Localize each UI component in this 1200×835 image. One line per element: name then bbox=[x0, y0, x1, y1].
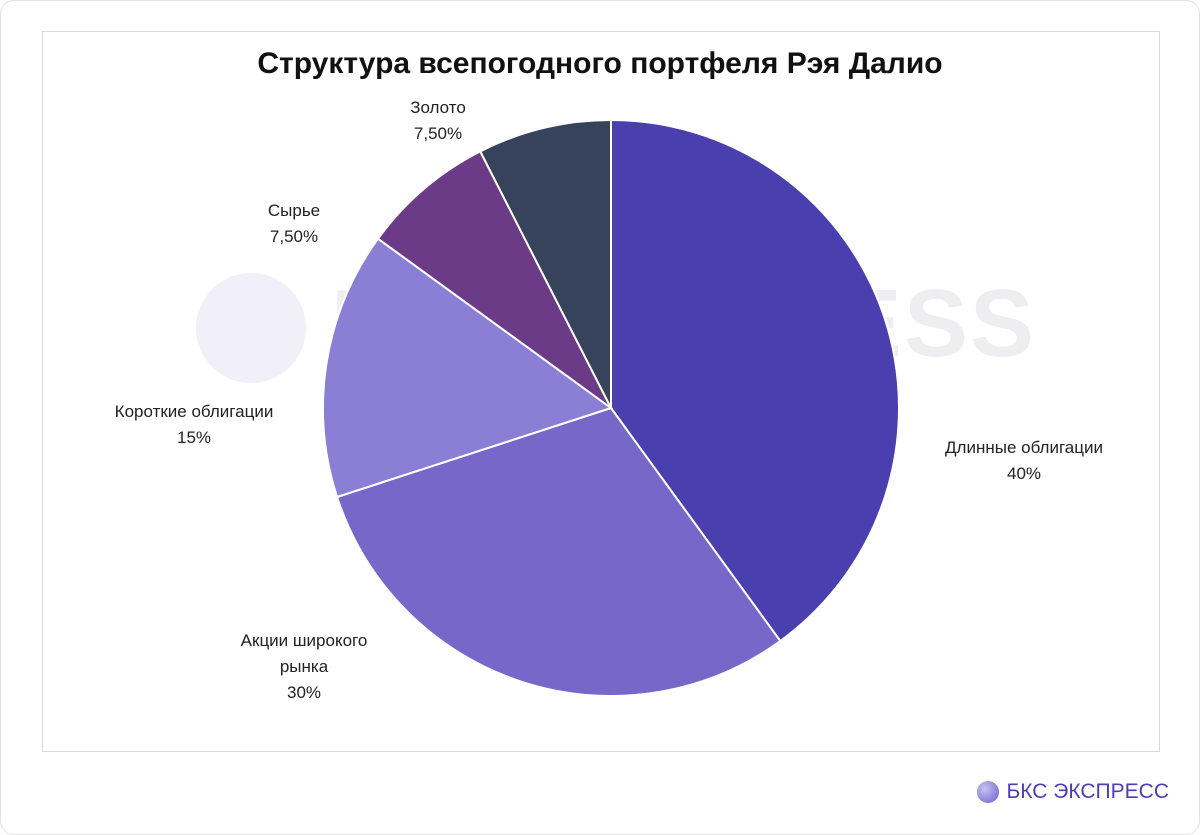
value-label: 30% bbox=[286, 683, 322, 702]
chart-frame bbox=[42, 31, 1160, 752]
value-label: 40% bbox=[1006, 464, 1042, 483]
pie-slice bbox=[322, 237, 614, 499]
chart-title: Структура всепогодного портфеля Рэя Дали… bbox=[257, 47, 943, 80]
pie-slice bbox=[376, 150, 612, 409]
pie-slice bbox=[610, 118, 900, 643]
pie-slice bbox=[478, 118, 612, 409]
data-label: Золото 7,50% bbox=[410, 95, 466, 147]
data-label: Короткие облигации 15% bbox=[115, 399, 274, 451]
category-label: Золото bbox=[410, 98, 466, 117]
value-label: 7,50% bbox=[413, 124, 463, 143]
data-label: Сырье 7,50% bbox=[268, 198, 320, 250]
category-label: Сырье bbox=[267, 201, 321, 220]
value-label: 7,50% bbox=[269, 227, 319, 246]
category-label: Короткие облигации bbox=[114, 402, 274, 421]
footer: БКС ЭКСПРЕСС bbox=[976, 780, 1169, 804]
pie-slice bbox=[335, 406, 782, 697]
data-label: Акции широкого рынка 30% bbox=[219, 628, 389, 706]
footer-logo bbox=[976, 781, 999, 803]
footer-text: БКС ЭКСПРЕСС bbox=[1006, 780, 1169, 803]
category-label: Акции широкого рынка bbox=[240, 631, 368, 676]
data-label: Длинные облигации 40% bbox=[945, 435, 1103, 487]
category-label: Длинные облигации bbox=[945, 438, 1103, 457]
watermark-logo bbox=[196, 273, 306, 383]
value-label: 15% bbox=[176, 428, 212, 447]
